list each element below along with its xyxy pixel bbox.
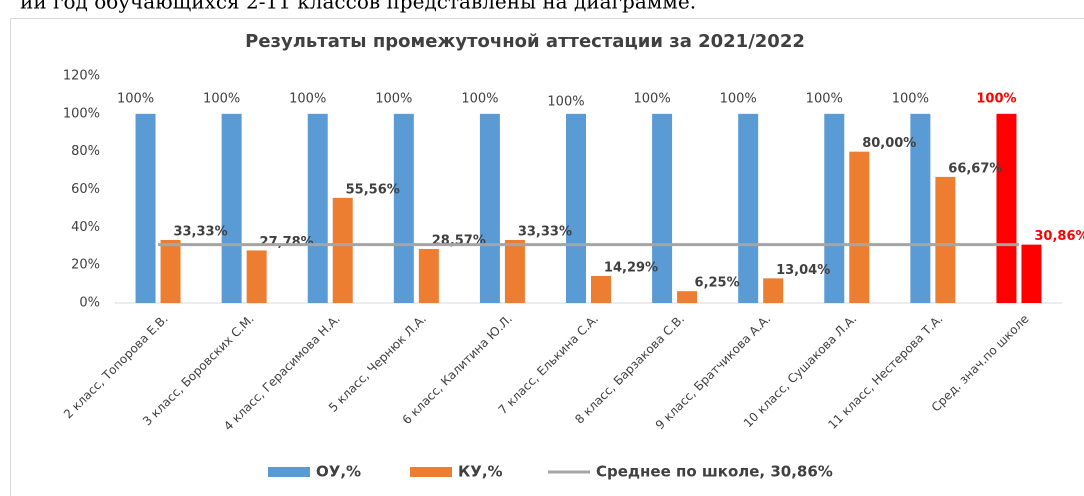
value-label: 100% [375, 91, 412, 106]
legend-label: Среднее по школе, 30,86% [596, 463, 833, 481]
bar [135, 113, 156, 303]
value-label: 100% [289, 91, 326, 106]
bar [332, 197, 353, 303]
legend-label: ОУ,% [316, 463, 361, 481]
bar [393, 113, 414, 303]
bar [504, 239, 525, 303]
bar [221, 113, 242, 303]
bar [996, 113, 1017, 303]
bar [738, 113, 759, 303]
bar [652, 113, 673, 303]
value-label: 100% [892, 91, 929, 106]
y-tick-label: 120% [63, 69, 100, 84]
caption: ий год обучающихся 2-11 классов представ… [20, 0, 696, 14]
bar [935, 176, 956, 303]
y-tick-label: 0% [79, 296, 100, 311]
value-label: 14,29% [604, 260, 658, 275]
y-tick-label: 100% [63, 106, 100, 121]
legend-swatch [410, 467, 452, 477]
value-label: 27,78% [260, 235, 314, 250]
value-label: 33,33% [518, 224, 572, 239]
bar [1021, 244, 1042, 303]
bar [910, 113, 931, 303]
value-label: 66,67% [948, 161, 1002, 176]
bar [566, 113, 586, 303]
bar [160, 239, 181, 303]
value-label: 13,04% [776, 263, 830, 278]
bar [591, 275, 611, 303]
value-label: 33,33% [173, 224, 227, 239]
value-label: 100% [720, 91, 757, 106]
bar [849, 151, 870, 303]
bar [763, 278, 784, 303]
value-label: 30,86% [1034, 229, 1084, 244]
value-label: 100% [634, 91, 671, 106]
bar [246, 250, 267, 303]
value-label: 100% [806, 91, 843, 106]
value-label: 28,57% [432, 233, 486, 248]
chart-frame [10, 18, 1084, 496]
value-label: 80,00% [862, 136, 916, 151]
y-tick-label: 20% [71, 258, 100, 273]
value-label: 6,25% [695, 276, 740, 291]
bar [307, 113, 328, 303]
value-label: 100% [117, 91, 154, 106]
bar [677, 291, 698, 303]
value-label: 100% [203, 91, 240, 106]
value-label: 100% [461, 91, 498, 106]
legend-swatch [268, 467, 310, 477]
legend-label: КУ,% [458, 463, 503, 481]
value-label: 100% [547, 94, 584, 109]
value-label: 55,56% [346, 182, 400, 197]
y-tick-label: 40% [71, 220, 100, 235]
bar [479, 113, 500, 303]
bar [418, 248, 439, 303]
value-label: 100% [976, 91, 1016, 106]
chart-title: Результаты промежуточной аттестации за 2… [245, 31, 805, 52]
y-tick-label: 80% [71, 144, 100, 159]
y-tick-label: 60% [71, 182, 100, 197]
bar [824, 113, 845, 303]
